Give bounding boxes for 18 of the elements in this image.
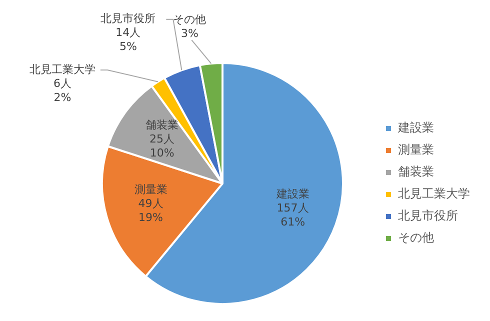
slice-label: 建設業	[275, 188, 310, 201]
data-label: 14人 5%	[116, 26, 141, 54]
slice-label: その他	[173, 12, 206, 26]
slice-label: 北見工業大学	[29, 62, 96, 76]
data-label: 49人 19%	[138, 197, 164, 224]
slice-label: 舗装業	[146, 118, 179, 132]
data-label: 3%	[180, 26, 198, 40]
legend-label: 北見工業大学	[398, 186, 470, 201]
legend-label: 舗装業	[398, 164, 434, 179]
slice-label: 測量業	[134, 183, 168, 196]
data-label: 25人 10%	[150, 132, 175, 160]
legend-label: 測量業	[398, 142, 434, 157]
data-label: 6人 2%	[53, 76, 72, 104]
legend-label: 建設業	[397, 120, 434, 135]
legend-label: 北見市役所	[398, 208, 458, 223]
data-label: 157人 61%	[276, 202, 309, 229]
slice-label: 北見市役所	[100, 12, 156, 26]
legend-label: その他	[398, 230, 434, 245]
